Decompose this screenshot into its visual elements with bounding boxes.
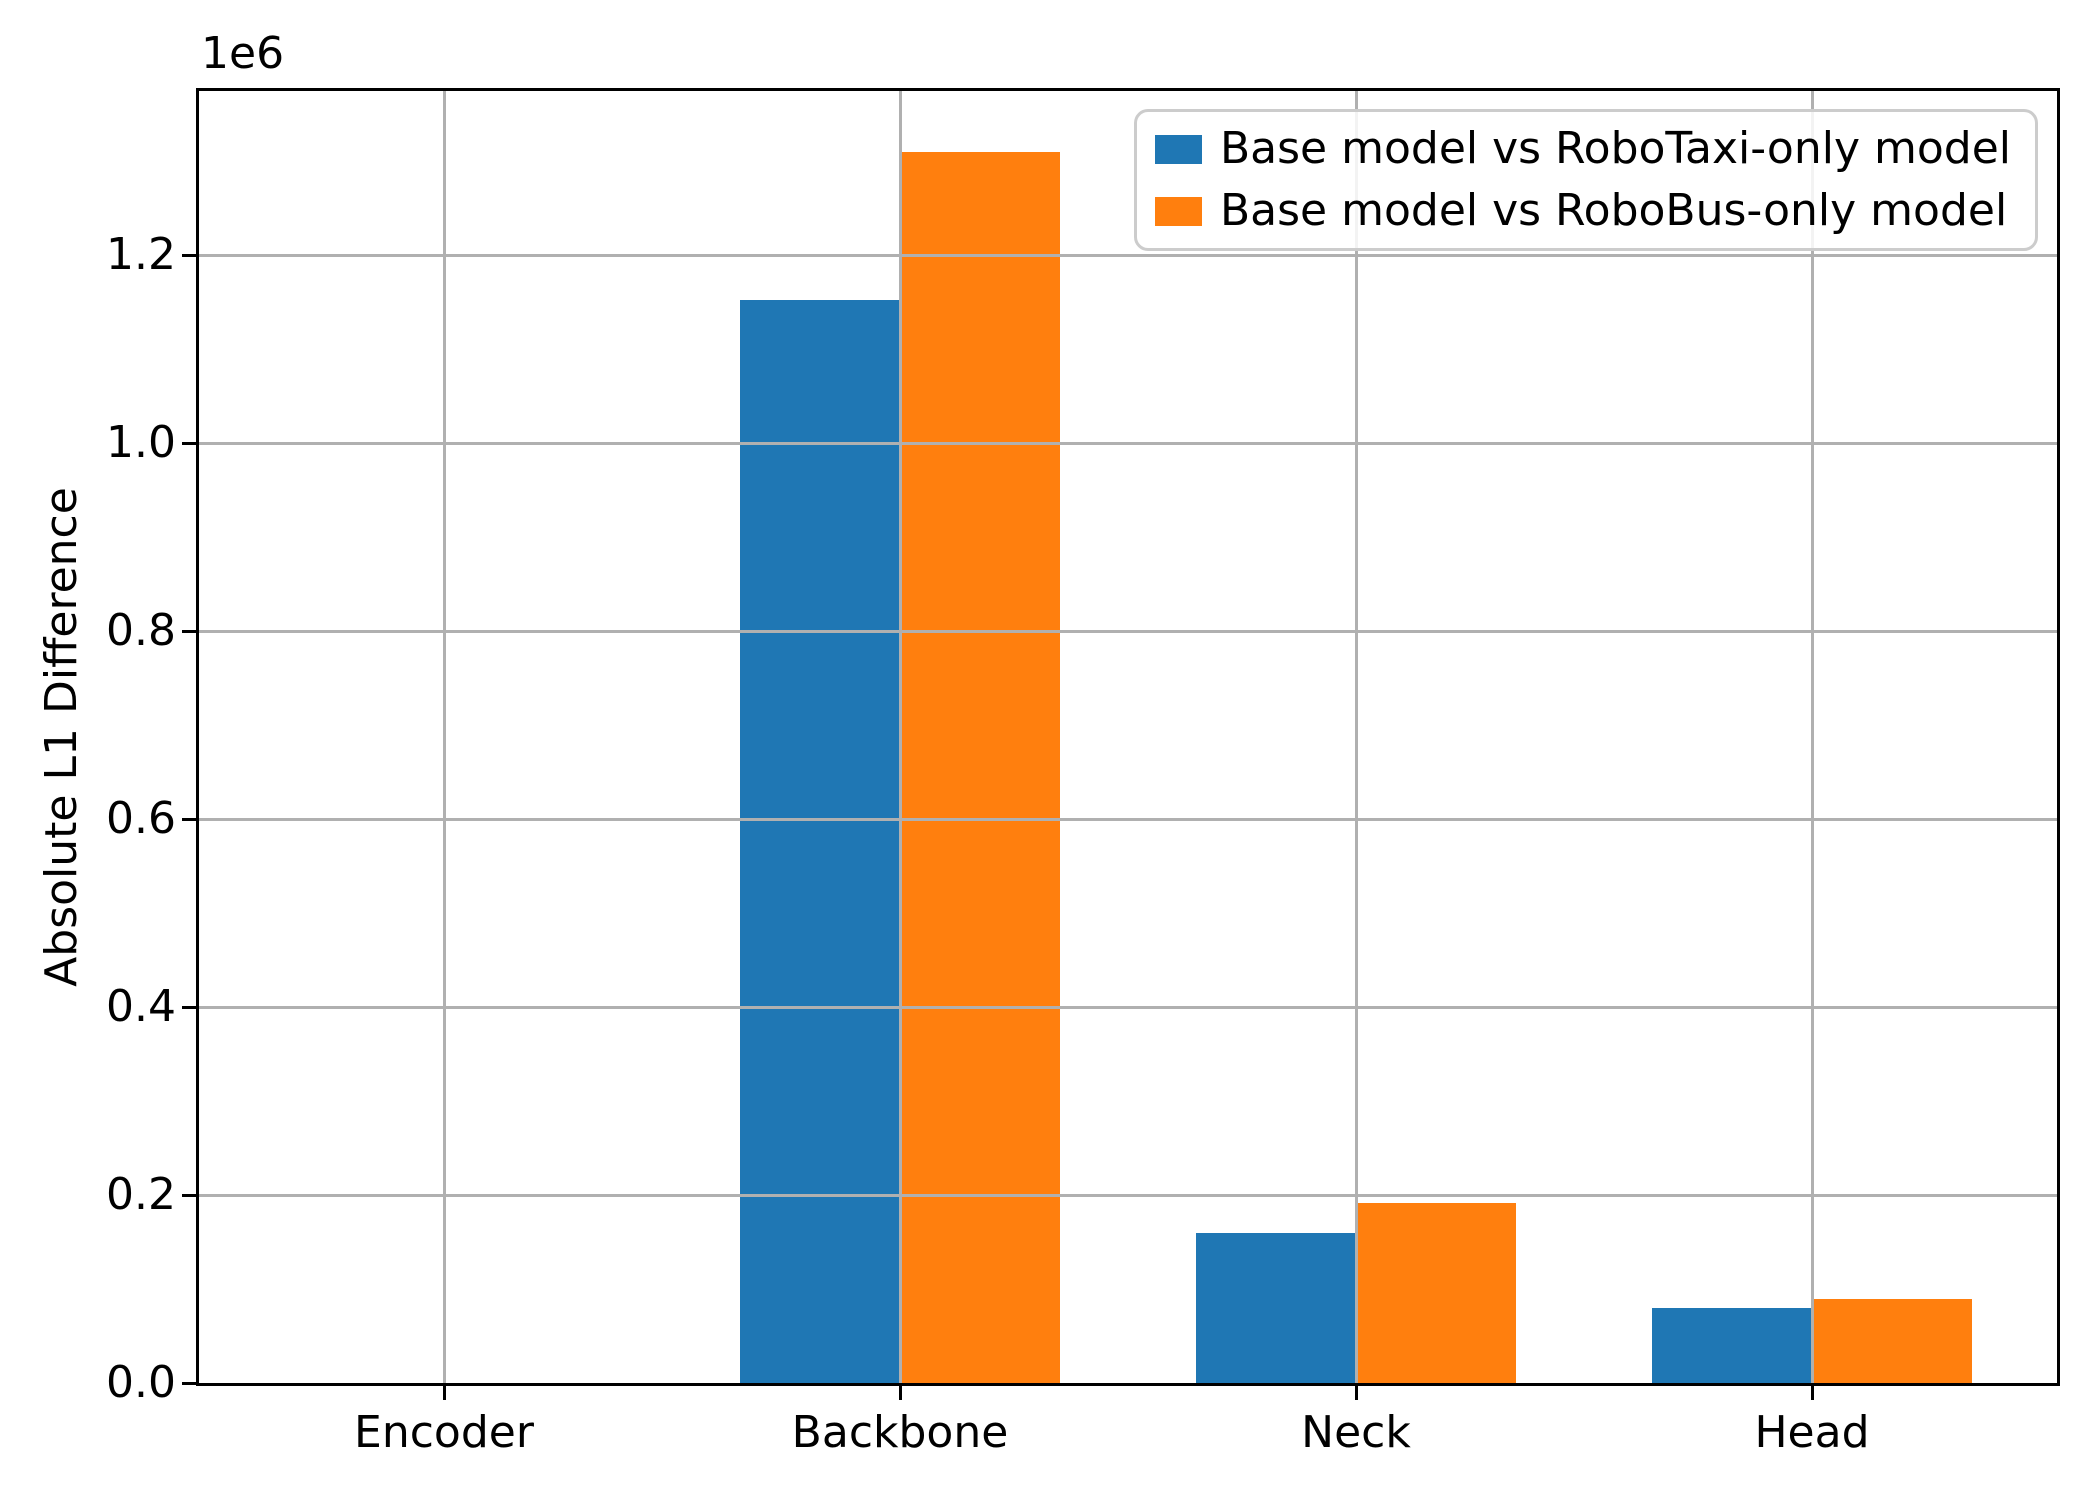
- y-axis-offset-text: 1e6: [201, 28, 285, 79]
- bar-backbone-series-0: [740, 300, 900, 1383]
- y-tick-label: 1.0: [106, 417, 176, 469]
- legend-item: Base model vs RoboBus-only model: [1154, 185, 2011, 237]
- y-tick-label: 0.6: [106, 793, 176, 844]
- y-tick-mark: [182, 253, 196, 257]
- bar-neck-series-1: [1356, 1203, 1516, 1383]
- y-tick-mark: [182, 817, 196, 821]
- bar-backbone-series-1: [900, 152, 1060, 1383]
- x-tick-label: Head: [1754, 1407, 1870, 1458]
- y-tick-label: 0.2: [106, 1169, 176, 1220]
- bar-neck-series-0: [1196, 1233, 1356, 1383]
- x-tick-mark: [442, 1383, 446, 1400]
- bar-head-series-0: [1652, 1308, 1812, 1383]
- y-tick-label: 0.4: [106, 981, 176, 1032]
- legend-color-swatch: [1154, 134, 1202, 164]
- legend-label: Base model vs RoboTaxi-only model: [1219, 123, 2011, 174]
- x-tick-mark: [898, 1383, 902, 1400]
- x-tick-label: Backbone: [791, 1407, 1009, 1458]
- x-tick-mark: [1810, 1383, 1814, 1400]
- y-tick-mark: [182, 1381, 196, 1385]
- bar-head-series-1: [1812, 1299, 1972, 1383]
- y-axis-label: Absolute L1 Difference: [36, 487, 87, 987]
- legend-label: Base model vs RoboBus-only model: [1219, 185, 2008, 237]
- y-tick-mark: [182, 1005, 196, 1009]
- y-tick-label: 0.0: [106, 1357, 176, 1408]
- y-tick-label: 0.8: [106, 605, 176, 657]
- y-tick-mark: [182, 441, 196, 445]
- y-tick-label: 1.2: [106, 229, 176, 281]
- y-tick-mark: [182, 1193, 196, 1197]
- plot-area: Base model vs RoboTaxi-only model Base mo…: [196, 88, 2060, 1386]
- x-tick-mark: [1354, 1383, 1358, 1400]
- x-tick-label: Encoder: [354, 1407, 534, 1458]
- legend-item: Base model vs RoboTaxi-only model: [1154, 123, 2011, 174]
- legend-color-swatch: [1154, 196, 1202, 226]
- x-tick-label: Neck: [1301, 1407, 1411, 1458]
- legend: Base model vs RoboTaxi-only model Base mo…: [1133, 109, 2038, 252]
- y-tick-mark: [182, 629, 196, 633]
- bars-layer: [199, 91, 2057, 1383]
